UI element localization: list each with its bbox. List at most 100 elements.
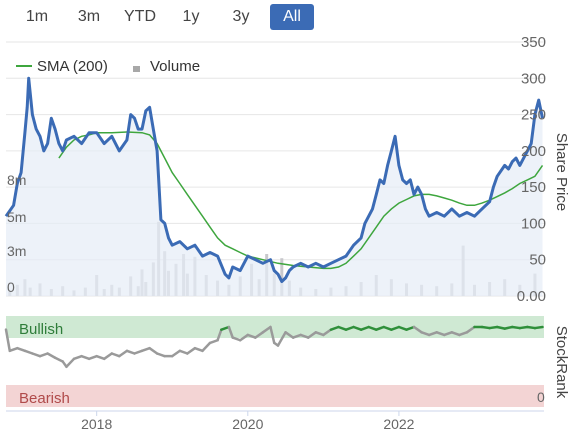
stockrank-segment — [53, 356, 64, 363]
stockrank-segment — [337, 325, 348, 331]
price-tick-label: 100 — [521, 215, 546, 232]
stockrank-segment — [314, 331, 325, 337]
stockrank-segment — [186, 346, 197, 355]
stockrank-segment — [231, 336, 242, 342]
range-tab-3y[interactable]: 3y — [232, 8, 250, 25]
share-price-axis-label: Share Price — [553, 133, 570, 211]
price-tick-label: 50 — [529, 252, 546, 269]
stockrank-segment — [193, 346, 204, 353]
stockrank-segment — [125, 349, 136, 355]
bullish-band — [6, 316, 544, 338]
stockrank-segment — [367, 325, 378, 331]
stockrank-segment — [170, 349, 182, 358]
stockrank-segment — [238, 333, 250, 342]
range-tabs: 1m 3m YTD 1y 3y All — [0, 0, 581, 34]
stockrank-segment — [450, 331, 461, 337]
legend-sma-label: SMA (200) — [37, 58, 108, 75]
x-tick-label: 2020 — [232, 416, 263, 432]
x-axis-ticks: 2018 2020 2022 — [81, 411, 415, 432]
stockrank-segment — [291, 333, 302, 339]
stockrank-axis-tick: 0 — [537, 389, 545, 405]
stockrank-segment — [102, 352, 114, 361]
range-tab-3m[interactable]: 3m — [77, 8, 101, 25]
stockrank-segment — [31, 352, 42, 358]
stockrank-segment — [155, 352, 166, 358]
stockrank-segment — [220, 325, 231, 331]
range-tab-ytd[interactable]: YTD — [124, 8, 156, 25]
volume-tick-label: 3m — [7, 243, 26, 259]
x-tick-label: 2018 — [81, 416, 112, 432]
stockrank-segment — [80, 354, 91, 361]
stockrank-segment — [178, 349, 189, 355]
stockrank-segment — [405, 325, 416, 331]
price-tick-label: 350 — [521, 34, 546, 51]
stockrank-segment — [518, 325, 529, 330]
stockrank-segment — [16, 346, 27, 353]
stockrank-segment — [118, 349, 129, 358]
stockrank-segment — [133, 349, 144, 355]
stockrank-segment — [488, 325, 499, 330]
stockrank-segment — [269, 325, 276, 345]
stockrank-line — [4, 325, 544, 368]
stockrank-segment — [495, 325, 506, 330]
stockrank-segment — [87, 354, 98, 361]
stockrank-segment — [382, 325, 393, 331]
stockrank-segment — [435, 331, 446, 337]
stockrank-segment — [375, 325, 386, 331]
range-tab-1y[interactable]: 1y — [182, 8, 200, 25]
stockrank-segment — [72, 354, 83, 361]
stockrank-segment — [208, 339, 219, 345]
volume-tick-label: 0 — [7, 279, 15, 295]
stockrank-segment — [359, 325, 370, 331]
range-tab-all[interactable]: All — [270, 4, 314, 30]
stockrank-segment — [4, 328, 12, 353]
stockrank-segment — [8, 346, 19, 353]
stockrank-segment — [216, 328, 223, 342]
stockrank-segment — [465, 325, 476, 334]
stockrank-axis-label: StockRank — [553, 326, 570, 399]
stockrank-segment — [427, 331, 438, 337]
stockrank-segment — [23, 349, 34, 355]
volume-bar — [280, 258, 284, 296]
stockrank-segment — [397, 325, 408, 331]
stockrank-segment — [276, 331, 287, 347]
stockrank-segment — [227, 325, 234, 339]
stockrank-segment — [201, 341, 212, 353]
stockrank-segment — [65, 357, 76, 368]
stockrank-segment — [148, 346, 159, 355]
sma-line — [58, 131, 544, 270]
price-tick-label: 300 — [521, 70, 546, 87]
stockrank-segment — [140, 346, 151, 353]
share-price-axis-ticks: 350 300 250 200 150 100 50 0.00 — [517, 34, 546, 305]
stockrank-segment — [299, 333, 310, 339]
stockrank-segment — [390, 325, 401, 331]
volume-axis-ticks: 8m 5m 3m 0 — [7, 172, 26, 295]
stockrank-segment — [352, 325, 363, 331]
stockrank-segment — [458, 331, 469, 337]
stockrank-segment — [306, 331, 318, 339]
stockrank-segment — [329, 325, 340, 331]
stockrank-segment — [344, 325, 355, 331]
share-price-line — [4, 76, 544, 283]
stockrank-segment — [420, 331, 431, 337]
stockrank-segment — [95, 354, 106, 361]
stockrank-segment — [480, 325, 491, 330]
stockrank-segment — [443, 331, 454, 337]
price-tick-label: 0.00 — [517, 288, 546, 305]
stockrank-segment — [246, 333, 257, 339]
legend: SMA (200) Volume — [16, 58, 200, 75]
x-tick-label: 2022 — [383, 416, 414, 432]
volume-tick-label: 5m — [7, 209, 26, 225]
range-tab-1m[interactable]: 1m — [25, 8, 49, 25]
bearish-band — [6, 385, 544, 407]
price-tick-label: 250 — [521, 107, 546, 124]
volume-tick-label: 8m — [7, 172, 26, 188]
stockrank-segment — [284, 331, 295, 339]
stockrank-segment — [38, 352, 49, 358]
stockrank-segment — [412, 325, 423, 334]
bullish-band-label: Bullish — [19, 321, 63, 338]
stockrank-segment — [261, 325, 272, 334]
stockrank-segment — [526, 325, 537, 330]
stockrank-segment — [46, 352, 57, 359]
